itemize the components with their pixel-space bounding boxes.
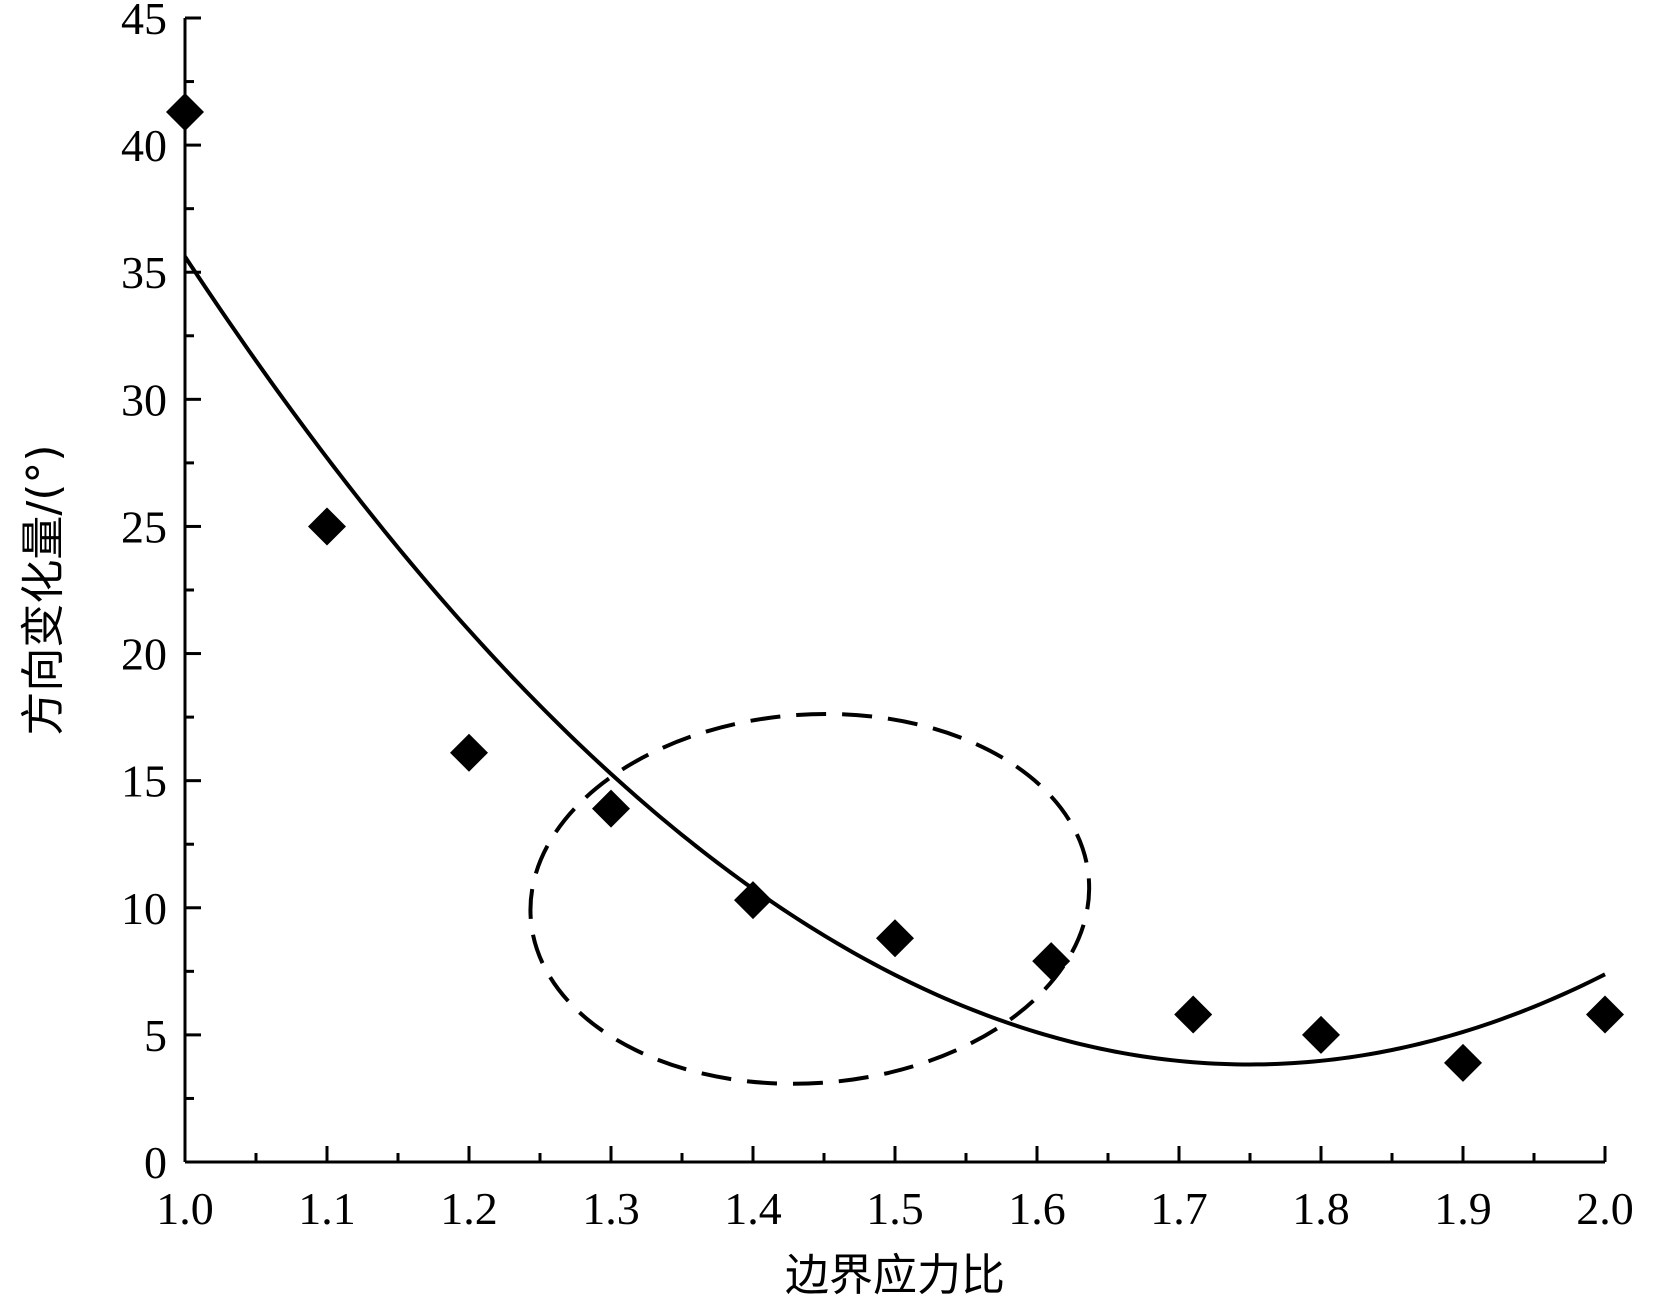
data-points xyxy=(166,93,1624,1082)
data-point xyxy=(1174,995,1213,1034)
x-tick-label: 1.4 xyxy=(724,1183,782,1234)
annotation-group xyxy=(528,711,1092,1086)
axes xyxy=(183,18,1605,1164)
x-tick-label: 1.8 xyxy=(1292,1183,1350,1234)
y-tick-label: 5 xyxy=(144,1010,167,1061)
x-tick-label: 1.9 xyxy=(1434,1183,1492,1234)
y-tick-label: 25 xyxy=(121,501,167,552)
x-tick-label: 2.0 xyxy=(1576,1183,1634,1234)
y-tick-label: 45 xyxy=(121,0,167,44)
data-point xyxy=(734,881,772,920)
y-tick-label: 40 xyxy=(121,120,167,171)
data-point xyxy=(1586,995,1624,1034)
x-tick-label: 1.5 xyxy=(866,1183,924,1234)
y-tick-label: 35 xyxy=(121,247,167,298)
fit-curve xyxy=(183,255,1606,1067)
x-axis-title: 边界应力比 xyxy=(785,1250,1005,1301)
x-tick-label: 1.1 xyxy=(298,1183,356,1234)
y-axis-title: 方向变化量/(°) xyxy=(18,444,69,735)
data-point xyxy=(308,507,346,546)
x-tick-label: 1.3 xyxy=(582,1183,640,1234)
data-point xyxy=(1032,942,1071,981)
x-tick-label: 1.7 xyxy=(1150,1183,1208,1234)
data-point xyxy=(1302,1015,1340,1054)
data-point xyxy=(166,93,204,132)
y-tick-label: 15 xyxy=(121,756,167,807)
data-point xyxy=(592,789,630,828)
dashed-ellipse-annotation xyxy=(528,711,1092,1086)
ticks: 1.0 1.1 1.2 1.3 1.4 1.5 1.6 1.7 1.8 1.9 2.0 0 5 10 15 2… xyxy=(121,0,1634,1234)
data-point xyxy=(1444,1043,1482,1082)
data-point xyxy=(876,919,914,958)
y-tick-label: 20 xyxy=(121,629,167,680)
data-point xyxy=(450,733,488,772)
x-tick-label: 1.6 xyxy=(1008,1183,1066,1234)
y-tick-label: 0 xyxy=(144,1137,167,1188)
x-tick-label: 1.0 xyxy=(156,1183,214,1234)
x-tick-label: 1.2 xyxy=(440,1183,498,1234)
fit-curve-group xyxy=(183,255,1606,1067)
y-tick-label: 30 xyxy=(121,374,167,425)
y-tick-label: 10 xyxy=(121,883,167,934)
